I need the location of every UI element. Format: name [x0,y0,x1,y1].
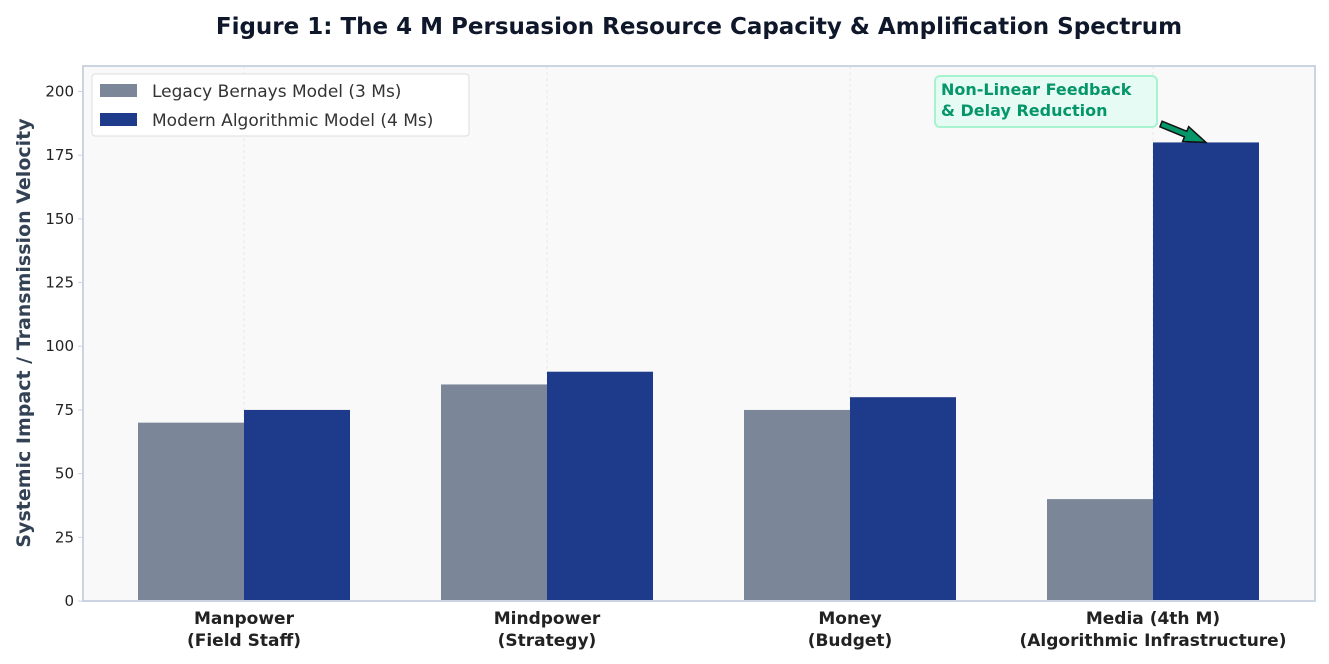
x-tick-label: Manpower [194,609,295,629]
annotation-arrow-shape [1158,120,1209,144]
bar-legacy-2 [744,409,850,601]
x-tick-label: (Budget) [808,631,893,651]
y-tick-label: 25 [55,528,74,546]
bar-modern-2 [850,397,956,601]
legend-label-modern: Modern Algorithmic Model (4 Ms) [152,111,433,131]
x-tick-label: Mindpower [494,609,601,629]
y-tick-label: 0 [64,592,74,610]
y-axis-label: Systemic Impact / Transmission Velocity [13,118,35,548]
bar-modern-0 [244,409,350,601]
bar-modern-1 [547,371,653,601]
legend-swatch-modern [100,113,137,126]
annotation-box [934,75,1158,128]
y-tick-label: 75 [55,401,74,419]
bar-legacy-1 [441,384,547,601]
y-tick-label: 125 [45,274,74,292]
annotation-line-2: & Delay Reduction [941,101,1107,120]
bar-legacy-0 [138,422,244,601]
y-tick-label: 150 [45,210,74,228]
x-tick-label: Money [818,609,881,629]
annotation: Non-Linear Feedback & Delay Reduction [934,75,1209,144]
x-tick-label: Media (4th M) [1086,609,1220,629]
legend-box [91,73,470,137]
bars [138,142,1259,601]
chart-title: Figure 1: The 4 M Persuasion Resource Ca… [216,14,1182,40]
y-tick-label: 50 [55,465,74,483]
x-tick-label: (Field Staff) [187,631,301,651]
bar-modern-3 [1153,142,1259,601]
x-tick-label: (Strategy) [498,631,597,651]
y-tick-label: 100 [45,337,74,355]
legend: Legacy Bernays Model (3 Ms) Modern Algor… [91,73,470,137]
annotation-line-1: Non-Linear Feedback [941,80,1132,99]
x-tick-label: (Algorithmic Infrastructure) [1020,631,1287,651]
annotation-arrow [1158,120,1209,144]
bar-legacy-3 [1047,499,1153,601]
y-tick-label: 175 [45,146,74,164]
legend-swatch-legacy [100,84,137,97]
x-axis-ticks: Manpower(Field Staff) Mindpower(Strategy)… [187,609,1287,651]
legend-label-legacy: Legacy Bernays Model (3 Ms) [152,82,401,102]
plot-frame [82,65,1316,602]
y-tick-label: 200 [45,82,74,100]
y-axis-ticks: 0 25 50 75 100 125 150 175 200 [45,82,83,610]
